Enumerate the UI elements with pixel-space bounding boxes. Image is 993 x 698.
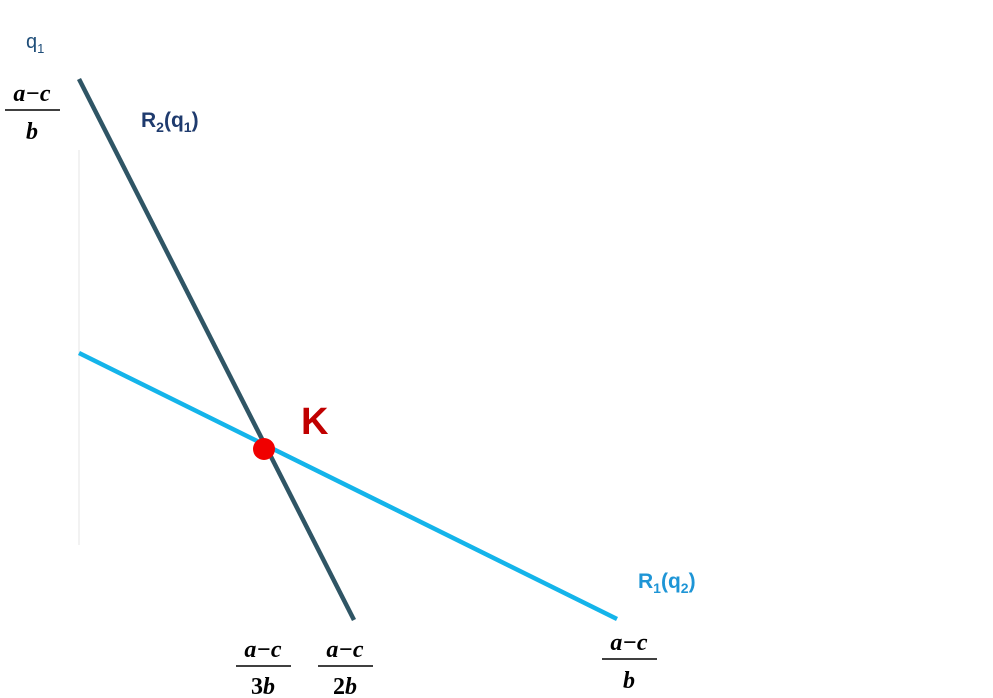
y-axis-label: q1 (26, 31, 44, 56)
equilibrium-label: K (301, 401, 329, 443)
x-fraction-2b-denominator: 2b (333, 674, 357, 698)
x-fraction-b-denominator: b (623, 668, 635, 694)
x-fraction-2b-numerator: a−c (326, 637, 364, 663)
x-fraction-3b-denominator: 3b (251, 674, 275, 698)
x-fraction-b: a−c b (602, 630, 657, 694)
r2-curve-label: R2(q1) (141, 109, 199, 135)
x-fraction-b-numerator: a−c (610, 630, 648, 656)
r1-curve-label: R1(q2) (638, 570, 696, 596)
r1-reaction-curve (78, 350, 618, 622)
x-fraction-3b-numerator: a−c (244, 637, 282, 663)
y-intercept-numerator: a−c (13, 81, 51, 107)
equilibrium-point (253, 438, 275, 460)
r2-reaction-curve (76, 77, 357, 622)
x-fraction-2b: a−c 2b (318, 637, 373, 698)
x-fraction-3b: a−c 3b (236, 637, 291, 698)
y-intercept-fraction: a−c b (5, 81, 60, 145)
y-intercept-denominator: b (26, 119, 38, 145)
